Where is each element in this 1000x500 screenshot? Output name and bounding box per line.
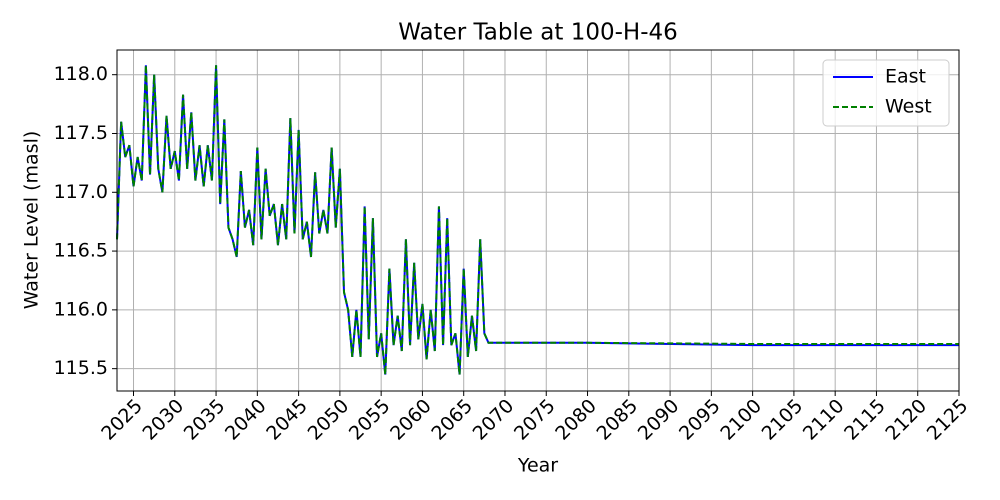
x-tick-label: 2120 (881, 395, 931, 445)
y-tick-label: 117.0 (54, 181, 108, 203)
x-axis-label: Year (517, 455, 558, 477)
chart-title: Water Table at 100-H-46 (398, 20, 678, 46)
y-tick-label: 118.0 (54, 63, 108, 85)
x-tick-label: 2105 (758, 395, 808, 445)
x-tick-label: 2040 (221, 395, 271, 445)
x-tick-label: 2030 (138, 395, 188, 445)
plot-frame (116, 49, 960, 392)
x-tick-label: 2110 (799, 395, 849, 445)
legend-label: West (885, 96, 932, 118)
x-tick-label: 2065 (427, 395, 477, 445)
y-tick-label: 115.5 (54, 357, 108, 379)
x-tick-label: 2095 (675, 395, 725, 445)
x-tick-label: 2025 (97, 395, 147, 445)
series-line (116, 65, 959, 375)
x-tick-label: 2045 (262, 395, 312, 445)
x-tick-label: 2080 (551, 395, 601, 445)
y-tick-label: 116.5 (54, 240, 108, 262)
x-tick-label: 2115 (840, 395, 890, 445)
y-tick-label: 117.5 (54, 122, 108, 144)
x-tick-label: 2055 (345, 395, 395, 445)
legend-label: East (885, 66, 926, 88)
x-tick-label: 2060 (386, 395, 436, 445)
x-tick-label: 2050 (304, 395, 354, 445)
y-tick-label: 116.0 (54, 298, 108, 320)
x-tick-label: 2070 (469, 395, 519, 445)
legend: East West (822, 59, 950, 127)
x-tick-label: 2125 (923, 395, 973, 445)
x-tick-label: 2085 (592, 395, 642, 445)
x-tick-label: 2075 (510, 395, 560, 445)
x-tick-label: 2090 (634, 395, 684, 445)
y-axis-label: Water Level (masl) (21, 131, 43, 310)
x-tick-label: 2035 (180, 395, 230, 445)
x-tick-label: 2100 (716, 395, 766, 445)
